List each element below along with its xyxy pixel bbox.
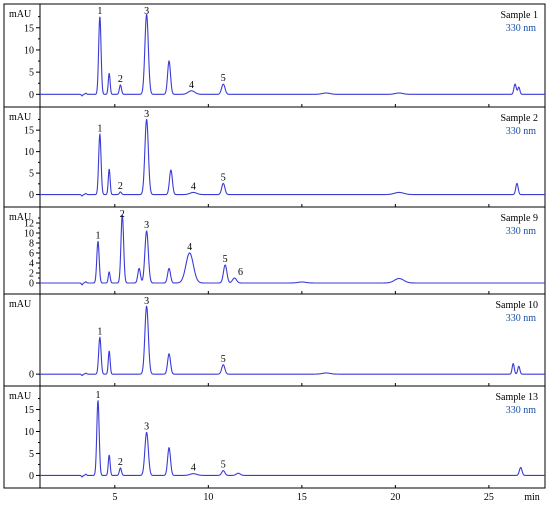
y-tick-label: 4 <box>29 259 34 270</box>
panel-frame-5 <box>3 385 546 489</box>
x-tick-label: 10 <box>203 492 213 503</box>
peak-label-4: 4 <box>191 463 196 474</box>
peak-label-1: 1 <box>95 390 100 401</box>
sample-title: Sample 13 <box>496 392 539 403</box>
y-axis-label: mAU <box>9 112 32 123</box>
peak-label-1: 1 <box>97 123 102 134</box>
y-tick-label: 5 <box>29 68 34 79</box>
y-tick-label: 6 <box>29 249 34 260</box>
trace-sample-10 <box>40 305 545 377</box>
y-tick-label: 15 <box>24 126 34 137</box>
y-tick-label: 5 <box>29 169 34 180</box>
y-tick-label: 8 <box>29 239 34 250</box>
y-tick-label: 2 <box>29 269 34 280</box>
x-tick-label: 20 <box>390 492 400 503</box>
y-axis-label: mAU <box>9 212 32 223</box>
y-tick-label: 10 <box>24 45 34 56</box>
sample-title: Sample 10 <box>496 300 539 311</box>
y-tick-label: 0 <box>29 90 34 101</box>
wavelength-label: 330 nm <box>506 126 537 137</box>
peak-label-5: 5 <box>221 460 226 471</box>
peak-label-3: 3 <box>144 109 149 120</box>
peak-label-5: 5 <box>223 254 228 265</box>
sample-title: Sample 9 <box>501 213 539 224</box>
y-tick-label: 10 <box>24 229 34 240</box>
sample-title: Sample 2 <box>501 113 539 124</box>
wavelength-label: 330 nm <box>506 405 537 416</box>
y-axis-label: mAU <box>9 391 32 402</box>
x-axis-unit: min <box>524 492 540 503</box>
y-tick-label: 12 <box>24 219 34 230</box>
peak-label-2: 2 <box>118 74 123 85</box>
peak-label-3: 3 <box>144 421 149 432</box>
peak-label-2: 2 <box>120 209 125 220</box>
y-tick-label: 10 <box>24 427 34 438</box>
trace-sample-9 <box>40 214 545 286</box>
peak-label-1: 1 <box>97 6 102 17</box>
trace-sample-1 <box>40 13 545 97</box>
y-axis-label: mAU <box>9 299 32 310</box>
x-tick-label: 25 <box>484 492 494 503</box>
trace-sample-2 <box>40 118 545 197</box>
peak-label-4: 4 <box>187 242 192 253</box>
panel-frame-2 <box>3 106 546 208</box>
y-tick-label: 0 <box>29 279 34 290</box>
y-tick-label: 10 <box>24 147 34 158</box>
peak-label-1: 1 <box>97 326 102 337</box>
y-tick-label: 5 <box>29 449 34 460</box>
panel-frame-4 <box>3 293 546 387</box>
peak-label-4: 4 <box>189 80 194 91</box>
peak-label-3: 3 <box>144 6 149 17</box>
peak-label-3: 3 <box>144 296 149 307</box>
peak-label-4: 4 <box>191 181 196 192</box>
peak-label-5: 5 <box>221 354 226 365</box>
wavelength-label: 330 nm <box>506 313 537 324</box>
sample-title: Sample 1 <box>501 10 539 21</box>
y-tick-label: 0 <box>29 370 34 381</box>
panel-frame-1 <box>3 3 546 108</box>
peak-label-5: 5 <box>221 73 226 84</box>
panel-frame-3 <box>3 206 546 295</box>
peak-label-1: 1 <box>95 231 100 242</box>
y-tick-label: 0 <box>29 471 34 482</box>
y-tick-label: 0 <box>29 190 34 201</box>
peak-label-2: 2 <box>118 457 123 468</box>
trace-sample-13 <box>40 399 545 478</box>
wavelength-label: 330 nm <box>506 23 537 34</box>
x-tick-label: 5 <box>112 492 117 503</box>
peak-label-3: 3 <box>144 220 149 231</box>
wavelength-label: 330 nm <box>506 226 537 237</box>
peak-label-6: 6 <box>238 267 243 278</box>
peak-label-5: 5 <box>221 172 226 183</box>
y-tick-label: 15 <box>24 405 34 416</box>
y-tick-label: 15 <box>24 23 34 34</box>
peak-label-2: 2 <box>118 181 123 192</box>
x-tick-label: 15 <box>297 492 307 503</box>
y-axis-label: mAU <box>9 9 32 20</box>
